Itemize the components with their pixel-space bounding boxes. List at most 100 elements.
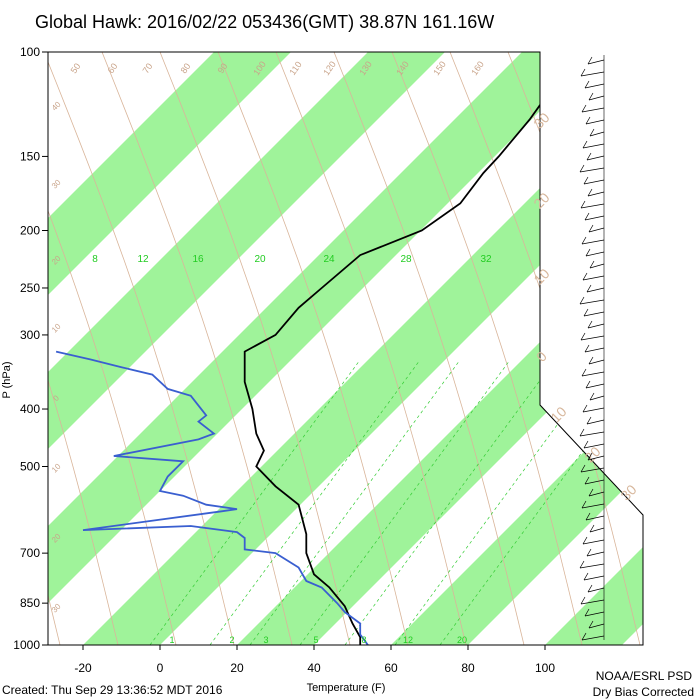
wind-barb	[584, 611, 605, 617]
wind-barb-flag	[582, 140, 588, 149]
wind-barb-flag	[583, 308, 589, 317]
wind-barb	[583, 575, 605, 581]
footer-created: Created: Thu Sep 29 13:36:52 MDT 2016	[2, 683, 223, 697]
mixing-ratio-label: 8	[92, 254, 98, 265]
wind-barb-flag	[584, 344, 590, 353]
y-tick-label: 500	[20, 459, 40, 473]
mixing-ratio-bottom-label: 5	[313, 635, 318, 645]
wind-barb	[585, 251, 605, 257]
dry-adiabat-label: 120	[321, 59, 338, 77]
wind-barb	[582, 539, 605, 545]
x-tick-label: 100	[535, 661, 555, 675]
wind-barb-flag	[582, 536, 588, 545]
dry-adiabat-label: 80	[179, 61, 193, 75]
mixing-ratio-line	[209, 359, 421, 645]
wind-barb	[589, 263, 605, 269]
mixing-ratio-bottom-label: 3	[263, 635, 268, 645]
y-ticks: 100 150 200 250 300 400 500 700 850 1000	[13, 45, 48, 652]
wind-barb	[581, 503, 605, 509]
dry-adiabat	[682, 52, 700, 645]
isotherm-band	[48, 52, 599, 645]
wind-barb-flag	[583, 440, 589, 449]
dry-adiabat	[48, 52, 235, 645]
wind-barb-flag	[579, 296, 585, 305]
wind-barb-flag	[585, 380, 591, 389]
dry-adiabat-label: 60	[106, 61, 120, 75]
wind-barbs	[579, 55, 605, 641]
y-tick-label: 300	[20, 328, 40, 342]
wind-barb	[580, 71, 605, 77]
left-isotherm-label: 40	[50, 100, 63, 113]
wind-barb-flag	[585, 116, 591, 125]
wind-barb	[588, 623, 605, 629]
wind-barb-flag	[585, 248, 591, 257]
wind-barb-flag	[582, 272, 588, 281]
dry-adiabat-label: 160	[469, 59, 486, 77]
wind-barb-flag	[584, 80, 590, 89]
wind-barb	[583, 311, 605, 317]
y-tick-label: 150	[20, 149, 40, 163]
dry-adiabat	[48, 52, 119, 645]
dry-adiabat	[565, 52, 643, 645]
footer-bias: Dry Bias Corrected	[593, 685, 694, 699]
y-tick-label: 700	[20, 546, 40, 560]
wind-barb-flag	[580, 464, 586, 473]
wind-barb-flag	[587, 320, 593, 329]
mixing-ratio-label: 20	[254, 254, 266, 265]
wind-barb	[586, 155, 605, 161]
mixing-ratio-bottom-label: 1	[169, 635, 174, 645]
wind-barb	[585, 383, 605, 389]
wind-barb-flag	[586, 548, 592, 557]
wind-barb-flag	[586, 152, 592, 161]
wind-barb	[583, 443, 605, 449]
wind-barb	[586, 287, 605, 293]
x-ticks: -20 0 20 40 60 80 100	[74, 645, 555, 675]
wind-barb-flag	[581, 104, 587, 113]
dry-adiabat	[159, 52, 351, 645]
wind-barb-flag	[589, 128, 595, 137]
wind-barb-flag	[586, 284, 592, 293]
y-tick-label: 200	[20, 224, 40, 238]
wind-barb	[587, 587, 605, 593]
chart-title: Global Hawk: 2016/02/22 053436(GMT) 38.8…	[35, 12, 494, 32]
wind-barb	[580, 203, 605, 209]
left-isotherm-label: 10	[50, 322, 63, 335]
wind-barb	[584, 479, 605, 485]
left-isotherm-label: 30	[50, 178, 63, 191]
footer-noaa: NOAA/ESRL PSD	[596, 669, 693, 683]
wind-barb-flag	[580, 596, 586, 605]
wind-barb	[588, 227, 605, 233]
mixing-ratio-labels: 8 12 16 20 24 28 321 2 3 5 8 12 20	[92, 254, 492, 645]
y-tick-label: 850	[20, 596, 40, 610]
mixing-ratio-label: 32	[480, 254, 492, 265]
y-tick-label: 250	[20, 281, 40, 295]
mixing-ratio-line	[249, 359, 461, 645]
dry-adiabat-label: 70	[141, 61, 155, 75]
wind-barb	[580, 335, 605, 341]
wind-barb	[580, 467, 605, 473]
wind-barb	[581, 107, 605, 113]
wind-barb-flag	[582, 404, 588, 413]
x-tick-label: 60	[384, 661, 398, 675]
x-tick-label: 0	[157, 661, 164, 675]
mixing-ratio-bottom-label: 20	[457, 635, 467, 645]
wind-barb-flag	[589, 524, 595, 533]
wind-barb-flag	[586, 416, 592, 425]
wind-barb	[584, 347, 605, 353]
mixing-ratio-label: 12	[137, 254, 149, 265]
wind-barb	[581, 371, 605, 377]
wind-barb-flag	[581, 500, 587, 509]
profile-series	[55, 350, 369, 645]
wind-barb-flag	[589, 260, 595, 269]
x-tick-label: 80	[461, 661, 475, 675]
wind-barb-flag	[588, 356, 594, 365]
wind-barb	[582, 407, 605, 413]
wind-barb	[581, 239, 605, 245]
profile-lines	[55, 52, 577, 645]
dry-adiabat	[333, 52, 525, 645]
dry-adiabat-label: 90	[216, 61, 230, 75]
wind-barb-flag	[579, 164, 585, 173]
wind-barb	[580, 599, 605, 605]
wind-barb	[582, 275, 605, 281]
